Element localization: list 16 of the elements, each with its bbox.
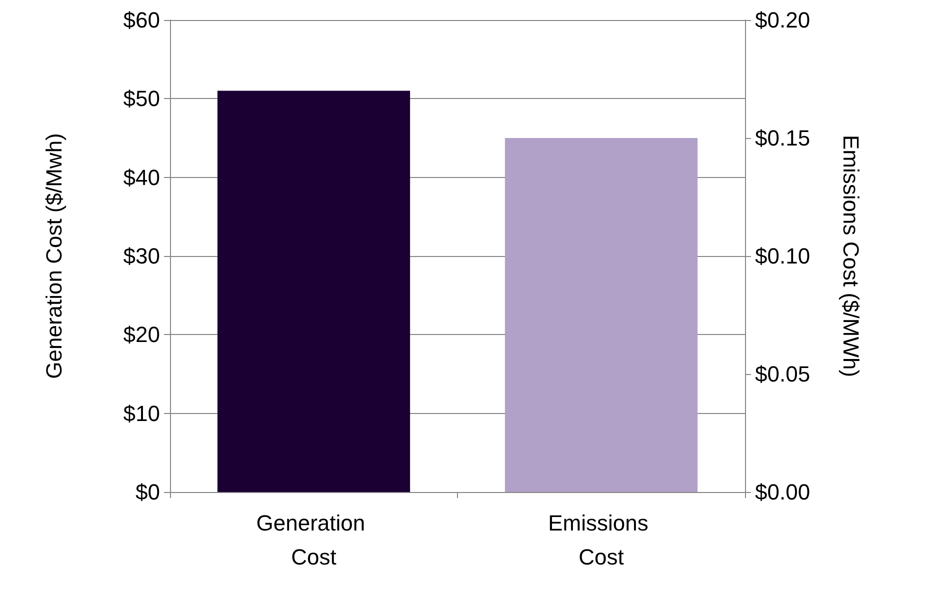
y-tick-label: $20 [123, 322, 160, 348]
y2-tick-label: $0.20 [755, 8, 810, 32]
y2-axis-title: Emissions Cost ($/MWh) [838, 134, 864, 378]
y2-tick-label: $0.00 [755, 480, 810, 504]
y-tick-label: $50 [123, 86, 160, 112]
x-tick-label: Emissions Cost [548, 510, 654, 570]
y-axis-title: Generation Cost ($/Mwh) [42, 133, 66, 379]
y-tick-label: $10 [123, 400, 160, 426]
y-tick-label: $60 [123, 8, 160, 32]
y-tick-label: $30 [123, 244, 160, 268]
y2-tick-label: $0.10 [755, 244, 810, 268]
y2-tick-label: $0.05 [755, 362, 810, 386]
y-tick-label: $40 [123, 164, 160, 190]
y2-tick-label: $0.15 [755, 126, 810, 150]
y-tick-label: $0 [136, 480, 160, 504]
x-tick-label: Generation Cost [256, 510, 372, 570]
